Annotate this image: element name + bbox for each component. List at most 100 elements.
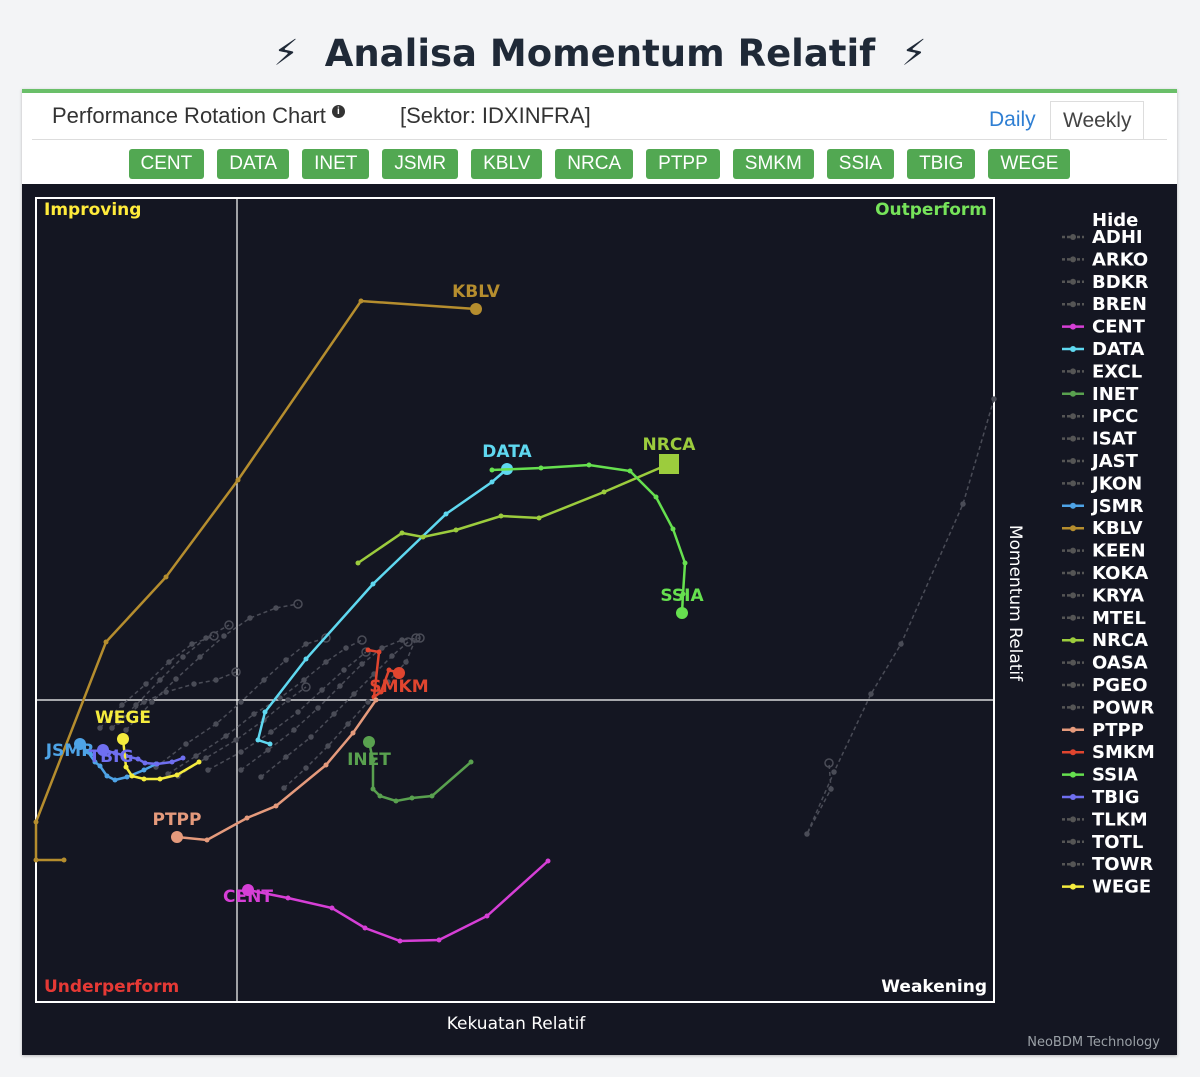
series-head-inet[interactable]	[363, 736, 375, 748]
legend-item-adhi[interactable]: ADHI	[1062, 227, 1143, 248]
series-point-cent[interactable]	[285, 895, 291, 901]
series-point-inet[interactable]	[370, 757, 376, 763]
series-head-tbig[interactable]	[97, 744, 109, 756]
series-point-wege[interactable]	[123, 764, 129, 770]
series-point-kblv[interactable]	[33, 857, 39, 863]
tab-daily[interactable]: Daily	[989, 108, 1036, 131]
series-point-jsmr[interactable]	[85, 749, 91, 755]
series-point-ptpp[interactable]	[350, 730, 356, 736]
series-point-jsmr[interactable]	[141, 767, 147, 773]
series-point-wege[interactable]	[174, 772, 180, 778]
series-point-ssia[interactable]	[489, 467, 495, 473]
ticker-chip-cent[interactable]: CENT	[128, 149, 205, 179]
legend-item-smkm[interactable]: SMKM	[1062, 742, 1155, 763]
series-point-nrca[interactable]	[601, 489, 607, 495]
legend-item-isat[interactable]: ISAT	[1062, 429, 1137, 450]
series-point-cent[interactable]	[362, 925, 368, 931]
tab-weekly[interactable]: Weekly	[1050, 101, 1145, 140]
series-head-ssia[interactable]	[676, 607, 688, 619]
series-line-inet[interactable]	[367, 741, 472, 803]
series-point-ptpp[interactable]	[204, 837, 210, 843]
series-point-data[interactable]	[267, 741, 273, 747]
legend-item-jsmr[interactable]: JSMR	[1062, 496, 1144, 517]
legend-item-inet[interactable]: INET	[1062, 384, 1139, 405]
series-point-nrca[interactable]	[420, 534, 426, 540]
series-point-ssia[interactable]	[680, 591, 686, 597]
legend-item-bdkr[interactable]: BDKR	[1062, 272, 1149, 293]
ticker-chip-nrca[interactable]: NRCA	[555, 149, 634, 179]
series-head-wege[interactable]	[117, 733, 129, 745]
ticker-chip-kblv[interactable]: KBLV	[471, 149, 543, 179]
series-point-ptpp[interactable]	[323, 762, 329, 768]
legend-item-oasa[interactable]: OASA	[1062, 653, 1148, 674]
series-point-inet[interactable]	[409, 795, 415, 801]
legend-item-koka[interactable]: KOKA	[1062, 563, 1148, 584]
series-point-jsmr[interactable]	[97, 763, 103, 769]
ticker-chip-smkm[interactable]: SMKM	[732, 149, 814, 179]
series-point-nrca[interactable]	[355, 560, 361, 566]
series-point-tbig[interactable]	[112, 750, 118, 756]
series-point-ptpp[interactable]	[273, 803, 279, 809]
series-head-jsmr[interactable]	[74, 738, 86, 750]
legend-item-ssia[interactable]: SSIA	[1062, 765, 1138, 786]
series-point-nrca[interactable]	[536, 515, 542, 521]
series-point-data[interactable]	[370, 581, 376, 587]
series-point-ssia[interactable]	[653, 494, 659, 500]
series-point-cent[interactable]	[484, 913, 490, 919]
series-line-ssia[interactable]	[491, 463, 687, 614]
series-point-kblv[interactable]	[33, 819, 39, 825]
legend-item-kblv[interactable]: KBLV	[1062, 518, 1143, 539]
series-point-tbig[interactable]	[154, 761, 160, 767]
series-point-jsmr[interactable]	[124, 774, 130, 780]
series-point-tbig[interactable]	[135, 756, 141, 762]
legend-item-tlkm[interactable]: TLKM	[1062, 809, 1148, 830]
series-point-jsmr[interactable]	[104, 773, 110, 779]
series-point-ptpp[interactable]	[244, 815, 250, 821]
series-point-wege[interactable]	[157, 776, 163, 782]
series-point-jsmr[interactable]	[112, 777, 118, 783]
series-head-nrca[interactable]	[659, 454, 679, 474]
series-point-ssia[interactable]	[670, 526, 676, 532]
series-point-ssia[interactable]	[682, 560, 688, 566]
series-point-inet[interactable]	[377, 793, 383, 799]
series-point-inet[interactable]	[370, 786, 376, 792]
series-point-cent[interactable]	[397, 938, 403, 944]
series-point-kblv[interactable]	[103, 639, 109, 645]
series-point-tbig[interactable]	[142, 760, 148, 766]
series-head-ptpp[interactable]	[171, 831, 183, 843]
legend-item-krya[interactable]: KRYA	[1062, 585, 1144, 606]
series-point-kblv[interactable]	[61, 857, 67, 863]
series-point-inet[interactable]	[468, 759, 474, 765]
legend-item-mtel[interactable]: MTEL	[1062, 608, 1146, 629]
series-point-smkm[interactable]	[365, 647, 371, 653]
series-head-kblv[interactable]	[470, 303, 482, 315]
series-point-tbig[interactable]	[180, 755, 186, 761]
series-point-cent[interactable]	[329, 905, 335, 911]
series-point-tbig[interactable]	[169, 759, 175, 765]
series-point-nrca[interactable]	[498, 513, 504, 519]
ticker-chip-data[interactable]: DATA	[217, 149, 290, 179]
series-head-smkm[interactable]	[393, 667, 405, 679]
series-head-cent[interactable]	[242, 884, 254, 896]
ticker-chip-wege[interactable]: WEGE	[988, 149, 1071, 179]
legend-item-ipcc[interactable]: IPCC	[1062, 406, 1138, 427]
legend-item-jkon[interactable]: JKON	[1062, 473, 1142, 494]
series-point-kblv[interactable]	[235, 477, 241, 483]
ticker-chip-tbig[interactable]: TBIG	[907, 149, 976, 179]
legend-item-keen[interactable]: KEEN	[1062, 541, 1146, 562]
series-point-ssia[interactable]	[538, 465, 544, 471]
series-point-wege[interactable]	[141, 776, 147, 782]
series-point-wege[interactable]	[196, 759, 202, 765]
legend-item-nrca[interactable]: NRCA	[1062, 630, 1148, 651]
legend-item-cent[interactable]: CENT	[1062, 317, 1146, 338]
legend[interactable]: Hide ADHIARKOBDKRBRENCENTDATAEXCLINETIPC…	[1062, 210, 1155, 898]
series-point-jsmr[interactable]	[92, 759, 98, 765]
legend-item-towr[interactable]: TOWR	[1062, 854, 1153, 875]
series-point-ptpp[interactable]	[373, 697, 379, 703]
series-point-cent[interactable]	[545, 858, 551, 864]
legend-item-excl[interactable]: EXCL	[1062, 361, 1142, 382]
legend-item-powr[interactable]: POWR	[1062, 697, 1154, 718]
legend-item-totl[interactable]: TOTL	[1062, 832, 1143, 853]
series-point-inet[interactable]	[429, 793, 435, 799]
